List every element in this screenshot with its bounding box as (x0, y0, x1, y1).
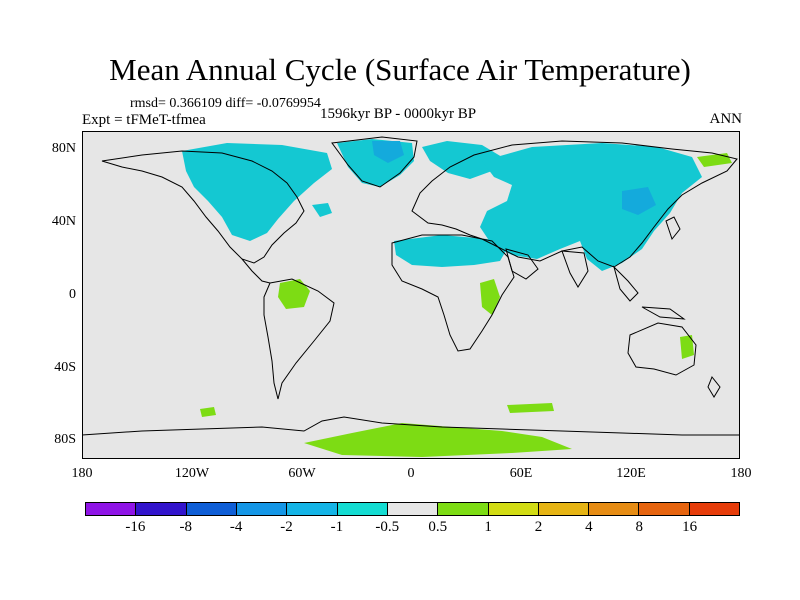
x-tick-label: 60W (288, 466, 316, 481)
map-svg (81, 131, 740, 459)
colorbar-box (86, 503, 137, 515)
colorbar-label: -2 (280, 519, 293, 535)
warm-anomaly-southern-ocean (507, 403, 554, 413)
y-tick-label: 80N (51, 141, 76, 156)
coastline-greenland (331, 136, 418, 188)
coastline-arabia (505, 248, 539, 280)
x-tick-label: 60E (509, 466, 533, 481)
strong-cool-anomaly-regions (372, 141, 656, 215)
colorbar-label: -8 (179, 519, 193, 535)
colorbar-label: 2 (534, 519, 543, 535)
strong-cool-anomaly-greenland (372, 141, 404, 163)
colorbar-box (538, 503, 590, 515)
y-tick-label: 40S (54, 360, 76, 375)
colorbar-label: 8 (635, 519, 643, 535)
colorbar (85, 502, 740, 516)
colorbar-label: -4 (229, 519, 243, 535)
coastline-new-zealand (707, 376, 721, 398)
colorbar-box (488, 503, 539, 515)
colorbar-box (639, 503, 690, 515)
colorbar-box (589, 503, 640, 515)
colorbar-label: -0.5 (375, 519, 400, 535)
period-label: 1596kyr BP - 0000kyr BP (320, 106, 477, 122)
coastline-south-america (263, 278, 335, 400)
x-tick-label: 120E (616, 466, 646, 481)
coastline-antarctica (81, 416, 740, 436)
warm-anomaly-east-siberia (697, 153, 732, 167)
warm-anomaly-antarctica (304, 423, 572, 457)
cool-anomaly-pacific-islet (312, 203, 332, 217)
statistics-text: rmsd= 0.366109 diff= -0.0769954 (130, 96, 321, 111)
colorbar-box (287, 503, 338, 515)
y-tick-label: 80S (54, 432, 76, 447)
y-tick-label: 0 (69, 287, 76, 302)
strong-cool-anomaly-central-asia (622, 187, 656, 215)
colorbar-box (337, 503, 388, 515)
warm-anomaly-south-atlantic (200, 407, 216, 417)
cool-anomaly-arctic-europe (422, 141, 502, 179)
y-tick-label: 40N (51, 214, 76, 229)
colorbar-box (387, 503, 439, 515)
cool-anomaly-north-africa (394, 235, 507, 267)
coastline-india (561, 250, 589, 288)
season-label: ANN (709, 111, 743, 127)
coastlines (81, 136, 740, 436)
colorbar-label: 4 (585, 519, 593, 535)
coastline-australia (627, 322, 697, 376)
cool-anomaly-eurasia (480, 143, 702, 271)
colorbar-label: -1 (330, 519, 344, 535)
figure-title: Mean Annual Cycle (Surface Air Temperatu… (109, 52, 691, 87)
colorbar-label: 1 (484, 519, 492, 535)
map-frame (82, 131, 740, 459)
warm-anomaly-amazon (278, 279, 310, 309)
colorbar-box (689, 503, 740, 515)
cool-anomaly-north-america (182, 143, 332, 241)
colorbar-box (136, 503, 187, 515)
x-tick-label: 180 (730, 466, 752, 481)
x-tick-label: 120W (174, 466, 210, 481)
colorbar-label: -16 (125, 519, 146, 535)
colorbar-box (186, 503, 237, 515)
coastline-africa (391, 234, 515, 352)
warm-anomaly-regions (200, 153, 732, 457)
warm-anomaly-east-africa (480, 279, 500, 315)
colorbar-box (438, 503, 489, 515)
coastline-central-america (241, 258, 271, 284)
colorbar-box (236, 503, 288, 515)
experiment-label: Expt = tFMeT-tfmea (82, 112, 206, 128)
map-panel (81, 131, 740, 459)
coastline-north-america (101, 150, 305, 264)
coastline-japan (665, 216, 681, 241)
colorbar-label: 0.5 (428, 519, 448, 535)
x-tick-label: 0 (407, 466, 415, 481)
coastline-southeast-asia (613, 265, 686, 320)
warm-anomaly-australia (680, 335, 694, 359)
colorbar-label: 16 (682, 519, 698, 535)
x-tick-label: 180 (71, 466, 93, 481)
